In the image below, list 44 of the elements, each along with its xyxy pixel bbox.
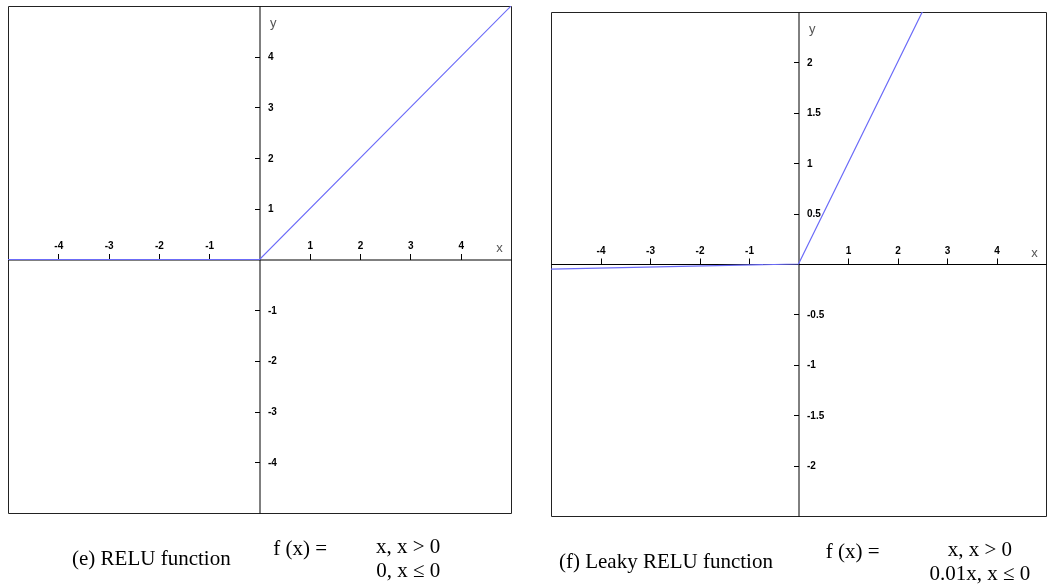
x-tick-label: 2 [357,240,364,251]
x-tick-label: -4 [54,240,64,251]
text: (f) Leaky RELU function [558,549,774,573]
x-tick-label: 3 [944,244,951,256]
y-tick-label: -1 [807,359,817,371]
x-axis-title: x [1031,244,1039,260]
x-tick-label: 1 [845,244,852,256]
y-tick-label: 3 [268,101,274,113]
y-tick-label: -1 [268,304,278,316]
y-tick-label: 0.5 [807,208,822,220]
x-tick-label: -1 [745,244,755,256]
text: x, x > 0 [947,537,1013,561]
x-axis-title: x [496,240,504,255]
y-tick-label: 2 [807,56,813,68]
text: 0, x ≤ 0 [376,558,441,582]
x-tick-label: 4 [458,240,465,251]
x-tick-label: -2 [695,244,705,256]
x-tick-label: 3 [408,240,415,251]
y-tick-label: -1.5 [807,409,825,421]
x-tick-label: 1 [307,240,314,251]
text: 0.01x, x ≤ 0 [929,561,1031,585]
x-tick-label: 2 [895,244,902,256]
y-axis-title: y [809,20,816,36]
x-tick-label: -4 [596,244,606,256]
y-tick-label: 2 [268,152,274,164]
x-tick-label: -1 [205,240,215,251]
y-tick-label: -3 [268,406,278,418]
y-tick-label: 1 [268,203,274,215]
x-tick-label: -3 [104,240,114,251]
y-tick-label: 1 [807,157,813,169]
x-tick-label: 4 [994,244,1001,256]
y-tick-label: 4 [268,51,274,63]
text: (e) RELU function [72,546,232,570]
y-tick-label: -2 [807,460,817,472]
text: f (x) = [273,536,328,560]
y-tick-label: -2 [268,355,278,367]
y-tick-label: -4 [268,456,278,468]
x-tick-label: -3 [646,244,656,256]
text: x, x > 0 [375,534,441,558]
text: f (x) = [825,539,880,563]
y-axis-title: y [270,14,277,30]
y-tick-label: 1.5 [807,107,822,119]
y-tick-label: -0.5 [807,308,825,320]
x-tick-label: -2 [154,240,165,251]
